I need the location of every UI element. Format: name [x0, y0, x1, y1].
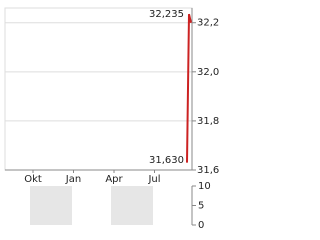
period-band — [30, 186, 72, 225]
y-tick-label: 5 — [198, 201, 204, 212]
y-tick-label: 31,8 — [197, 116, 219, 127]
price-line — [186, 13, 192, 163]
y-tick-label: 31,6 — [197, 165, 219, 176]
y-tick-label: 32,0 — [197, 67, 219, 78]
min-label: 31,630 — [149, 155, 184, 166]
x-tick-label: Jan — [65, 174, 81, 185]
chart: 31,6 31,8 32,0 32,2 Okt Jan Apr Jul 32,235 31,630… — [4, 7, 219, 231]
y-tick-label: 10 — [198, 181, 211, 192]
plot-area — [4, 7, 193, 171]
x-tick-label: Okt — [24, 174, 42, 185]
max-label: 32,235 — [149, 9, 184, 20]
x-tick-label: Apr — [105, 174, 123, 185]
x-tick-label: Jul — [147, 174, 160, 185]
period-band — [111, 186, 153, 225]
y-tick-label: 32,2 — [197, 18, 219, 29]
y-tick-label: 0 — [198, 220, 204, 231]
